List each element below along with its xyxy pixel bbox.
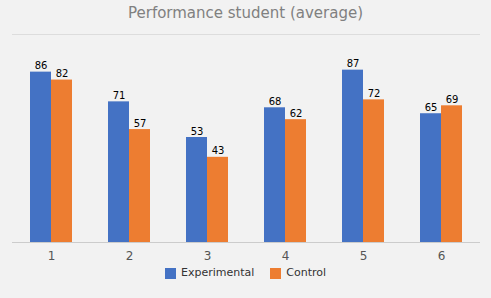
html-text:Control: Control	[286, 266, 327, 279]
svg-text:43: 43	[212, 145, 225, 156]
svg-text:5: 5	[360, 249, 368, 263]
svg-text:82: 82	[56, 68, 69, 79]
svg-text:71: 71	[113, 90, 126, 101]
svg-text:3: 3	[204, 249, 212, 263]
svg-text:68: 68	[269, 96, 282, 107]
svg-text:57: 57	[134, 118, 147, 129]
svg-text:65: 65	[425, 102, 438, 113]
svg-text:1: 1	[48, 249, 56, 263]
svg-text:6: 6	[438, 249, 446, 263]
svg-text:4: 4	[282, 249, 290, 263]
html-text:Experimental: Experimental	[180, 266, 255, 279]
svg-text:87: 87	[347, 58, 360, 69]
svg-text:2: 2	[126, 249, 134, 263]
html-text:Performance student (average): Performance student (average)	[128, 4, 363, 22]
svg-text:62: 62	[290, 108, 303, 119]
svg-text:69: 69	[446, 94, 459, 105]
svg-text:86: 86	[35, 60, 48, 71]
svg-text:53: 53	[191, 126, 204, 137]
svg-text:72: 72	[368, 88, 381, 99]
